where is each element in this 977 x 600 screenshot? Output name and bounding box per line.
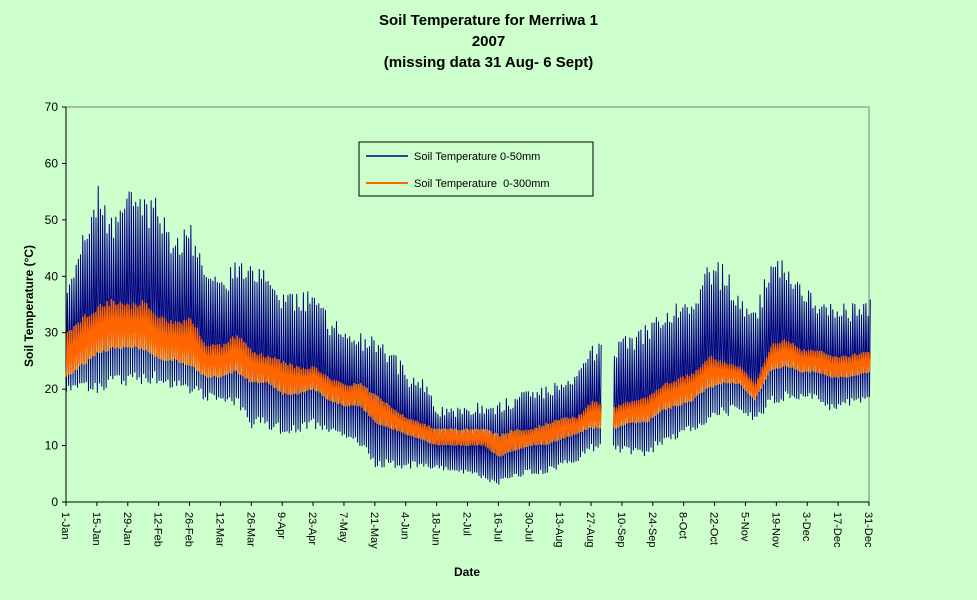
series-layer (65, 185, 872, 485)
y-tick-label: 60 (45, 156, 59, 170)
y-tick-label: 10 (45, 439, 59, 453)
x-tick-label: 31-Dec (862, 512, 874, 548)
y-tick-label: 30 (45, 326, 59, 340)
y-axis-label: Soil Temperature (°C) (22, 245, 36, 367)
x-tick-label: 4-Jun (399, 512, 411, 540)
series-line-0-300mm-part-2 (612, 338, 872, 430)
legend-box (358, 141, 594, 197)
x-tick-label: 23-Apr (306, 512, 318, 545)
series-line-0-50mm-part-1 (65, 185, 602, 485)
x-tick-label: 8-Oct (677, 512, 689, 539)
x-tick-label: 15-Jan (90, 512, 102, 546)
x-tick-label: 12-Mar (213, 512, 225, 547)
legend: Soil Temperature 0-50mm Soil Temperature… (358, 141, 594, 197)
x-tick-label: 30-Jul (522, 512, 534, 542)
x-tick-label: 13-Aug (553, 512, 565, 547)
y-tick-label: 70 (45, 100, 59, 114)
chart-note: (missing data 31 Aug- 6 Sept) (383, 54, 594, 71)
x-tick-label: 26-Mar (244, 512, 256, 547)
x-tick-label: 19-Nov (769, 512, 781, 548)
x-tick-label: 27-Aug (584, 512, 596, 547)
series-line-0-50mm-part-2 (613, 260, 871, 457)
x-tick-label: 9-Apr (275, 512, 287, 539)
x-tick-label: 18-Jun (430, 512, 442, 546)
y-tick-label: 0 (51, 495, 58, 509)
x-tick-label: 12-Feb (152, 512, 164, 547)
x-tick-label: 22-Oct (708, 512, 720, 545)
x-tick-label: 17-Dec (831, 512, 843, 548)
legend-label-0-300mm: Soil Temperature 0-300mm (414, 178, 550, 190)
legend-label-0-50mm: Soil Temperature 0-50mm (414, 151, 540, 163)
x-tick-label: 29-Jan (121, 512, 133, 546)
y-tick-label: 40 (45, 269, 59, 283)
x-tick-label: 7-May (337, 512, 349, 543)
x-tick-label: 21-May (368, 512, 380, 549)
x-tick-label: 1-Jan (59, 512, 71, 540)
series-line-0-300mm-part-1 (65, 299, 602, 457)
chart-subtitle: 2007 (471, 33, 506, 50)
x-tick-label: 5-Nov (738, 512, 750, 542)
x-tick-label: 3-Dec (800, 512, 812, 542)
x-tick-label: 2-Jul (461, 512, 473, 536)
y-tick-label: 20 (45, 382, 59, 396)
x-tick-label: 10-Sep (615, 512, 627, 547)
x-tick-label: 26-Feb (183, 512, 195, 547)
x-tick-label: 24-Sep (646, 512, 658, 547)
x-tick-label: 16-Jul (491, 512, 503, 542)
x-axis-label: Date (454, 565, 480, 579)
y-tick-label: 50 (45, 213, 59, 227)
chart-title: Soil Temperature for Merriwa 1 (379, 12, 598, 29)
